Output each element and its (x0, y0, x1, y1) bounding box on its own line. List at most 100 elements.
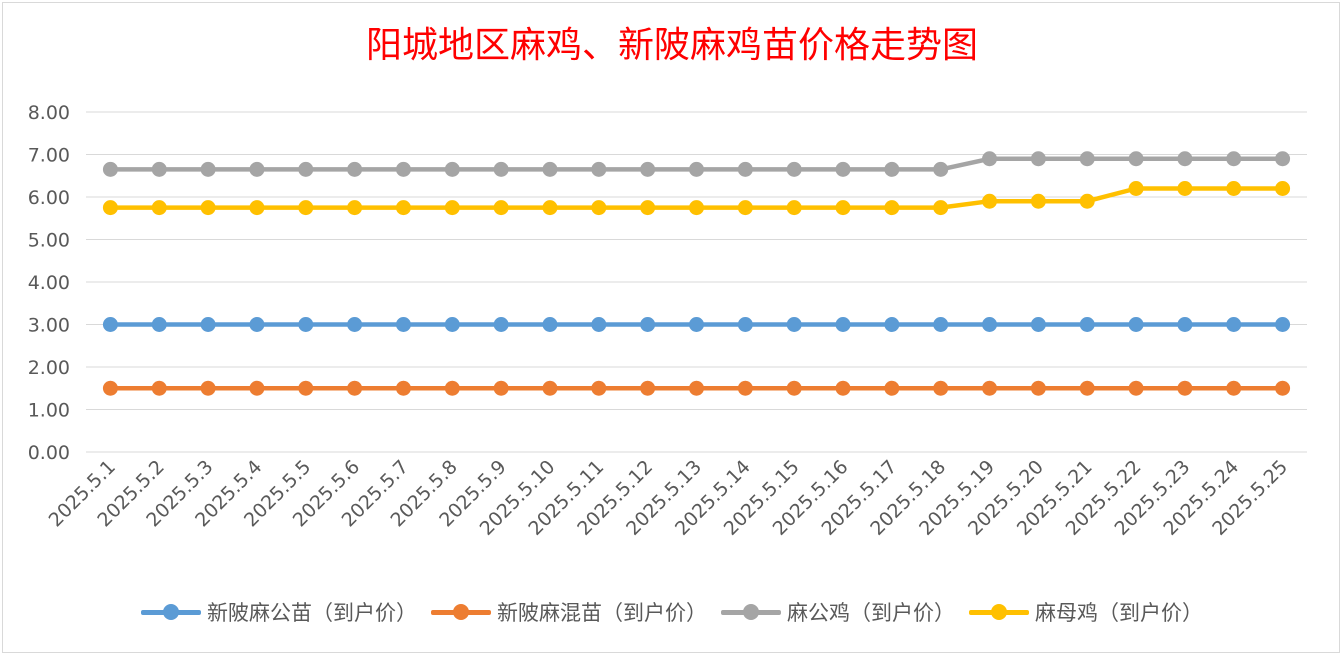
legend-label: 麻母鸡（到户价） (1035, 601, 1203, 625)
legend-swatch (721, 602, 781, 622)
data-point (689, 380, 704, 396)
data-point (151, 317, 167, 332)
data-point (347, 380, 363, 396)
chart-title: 阳城地区麻鸡、新陂麻鸡苗价格走势图 (365, 25, 978, 66)
data-point (395, 200, 411, 216)
data-point (444, 200, 460, 216)
data-point (982, 151, 998, 167)
data-point (200, 317, 216, 332)
data-point (689, 200, 704, 216)
data-point (395, 161, 411, 177)
data-point (151, 161, 167, 177)
y-tick-label: 5.00 (28, 230, 70, 252)
y-tick-label: 0.00 (28, 442, 70, 464)
data-point (1079, 193, 1095, 209)
data-point (786, 317, 802, 332)
data-point (982, 193, 998, 209)
data-point (737, 161, 753, 177)
data-point (395, 317, 411, 332)
legend: 新陂麻公苗（到户价） 新陂麻混苗（到户价） 麻公鸡（到户价） 麻母鸡（到户价） (0, 592, 1344, 632)
y-tick-label: 4.00 (28, 272, 70, 294)
data-point (591, 317, 607, 332)
data-point (1177, 151, 1193, 167)
data-point (884, 200, 900, 216)
legend-swatch (431, 602, 491, 622)
data-point (982, 380, 998, 396)
data-point (737, 317, 753, 332)
data-point (298, 317, 314, 332)
data-point (102, 380, 118, 396)
data-point (640, 200, 656, 216)
data-point (1030, 317, 1046, 332)
data-point (1226, 380, 1242, 396)
data-point (1275, 181, 1291, 196)
data-point (493, 380, 509, 396)
data-point (1128, 151, 1144, 167)
data-point (102, 161, 118, 177)
data-point (786, 380, 802, 396)
data-point (1079, 151, 1095, 167)
data-point (689, 317, 704, 332)
data-point (395, 380, 411, 396)
data-point (1177, 380, 1193, 396)
data-point (249, 200, 265, 216)
data-point (1030, 193, 1046, 209)
data-point (1079, 317, 1095, 332)
data-point (542, 161, 558, 177)
data-point (640, 317, 656, 332)
data-point (640, 380, 656, 396)
legend-label: 新陂麻混苗（到户价） (497, 601, 707, 625)
data-point (1128, 380, 1144, 396)
data-point (151, 200, 167, 216)
data-point (835, 200, 851, 216)
data-point (1275, 151, 1291, 167)
data-point (1275, 317, 1291, 332)
y-tick-label: 1.00 (28, 400, 70, 422)
data-point (102, 200, 118, 216)
data-point (835, 161, 851, 177)
data-point (542, 200, 558, 216)
data-point (835, 317, 851, 332)
data-point (102, 317, 118, 332)
data-point (737, 380, 753, 396)
data-point (1128, 181, 1144, 196)
data-point (493, 317, 509, 332)
legend-swatch-marker (991, 604, 1007, 620)
data-point (444, 317, 460, 332)
data-point (933, 380, 949, 396)
legend-swatch-marker (743, 604, 759, 620)
y-tick-label: 8.00 (28, 102, 70, 124)
data-point (933, 317, 949, 332)
data-point (884, 380, 900, 396)
y-tick-label: 6.00 (28, 187, 70, 209)
y-tick-label: 3.00 (28, 315, 70, 337)
data-point (444, 380, 460, 396)
data-point (591, 161, 607, 177)
data-point (689, 161, 704, 177)
y-tick-label: 7.00 (28, 145, 70, 167)
data-point (298, 200, 314, 216)
data-point (982, 317, 998, 332)
data-point (1226, 181, 1242, 196)
data-point (1275, 380, 1291, 396)
data-point (933, 161, 949, 177)
data-point (200, 200, 216, 216)
data-point (591, 200, 607, 216)
data-point (249, 317, 265, 332)
legend-item: 新陂麻混苗（到户价） (431, 597, 707, 627)
data-point (933, 200, 949, 216)
data-point (786, 161, 802, 177)
data-point (786, 200, 802, 216)
data-point (298, 161, 314, 177)
data-point (542, 317, 558, 332)
data-point (444, 161, 460, 177)
data-point (1177, 181, 1193, 196)
data-point (737, 200, 753, 216)
data-point (493, 200, 509, 216)
data-point (200, 380, 216, 396)
data-point (640, 161, 656, 177)
legend-item: 麻公鸡（到户价） (721, 597, 955, 627)
data-point (200, 161, 216, 177)
